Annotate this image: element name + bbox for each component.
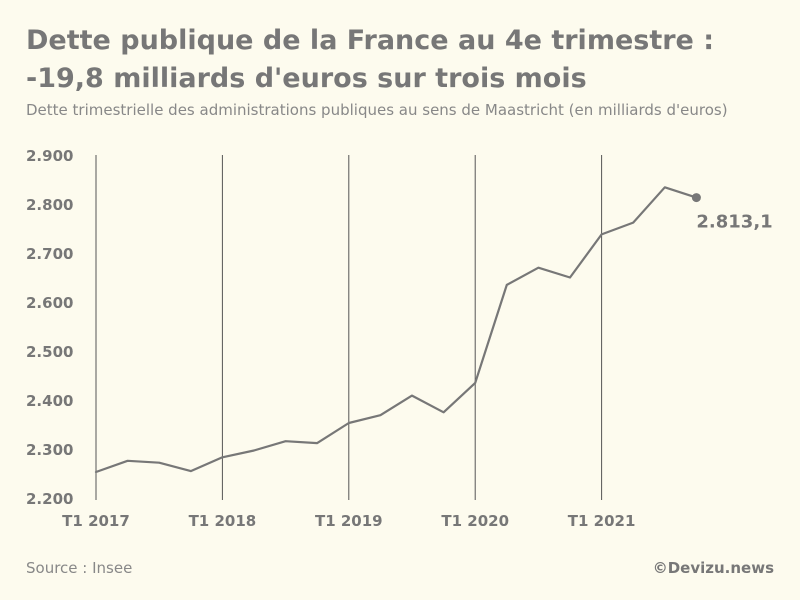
y-tick-label: 2.200	[26, 490, 73, 508]
label-layer: 2.813,1	[696, 212, 772, 233]
x-tick-label: T1 2021	[568, 512, 636, 530]
x-tick-label: T1 2018	[189, 512, 257, 530]
grid-layer	[95, 155, 603, 500]
source-note: Source : Insee	[26, 559, 133, 577]
chart-title: Dette publique de la France au 4e trimes…	[26, 25, 715, 94]
last-point-marker	[691, 193, 701, 203]
y-tick-label: 2.500	[26, 343, 73, 361]
y-tick-label: 2.300	[26, 441, 73, 459]
x-tick-label: T1 2017	[62, 512, 130, 530]
y-tick-label: 2.800	[26, 196, 73, 214]
x-tick-label: T1 2020	[441, 512, 509, 530]
y-tick-label: 2.700	[26, 245, 73, 263]
y-tick-label: 2.900	[26, 147, 73, 165]
credit-link[interactable]: ©Devizu.news	[652, 559, 774, 577]
x-tick-label: T1 2019	[315, 512, 383, 530]
series-line-dette-publique	[94, 186, 698, 474]
last-value-label: 2.813,1	[696, 212, 772, 233]
chart-subtitle: Dette trimestrielle des administrations …	[26, 101, 728, 119]
y-tick-label: 2.600	[26, 294, 73, 312]
axis-layer: 2.200 2.300 2.400 2.500 2.600 2.700 2.800 2.900…	[26, 147, 635, 530]
series-layer	[94, 186, 701, 474]
y-tick-label: 2.400	[26, 392, 73, 410]
